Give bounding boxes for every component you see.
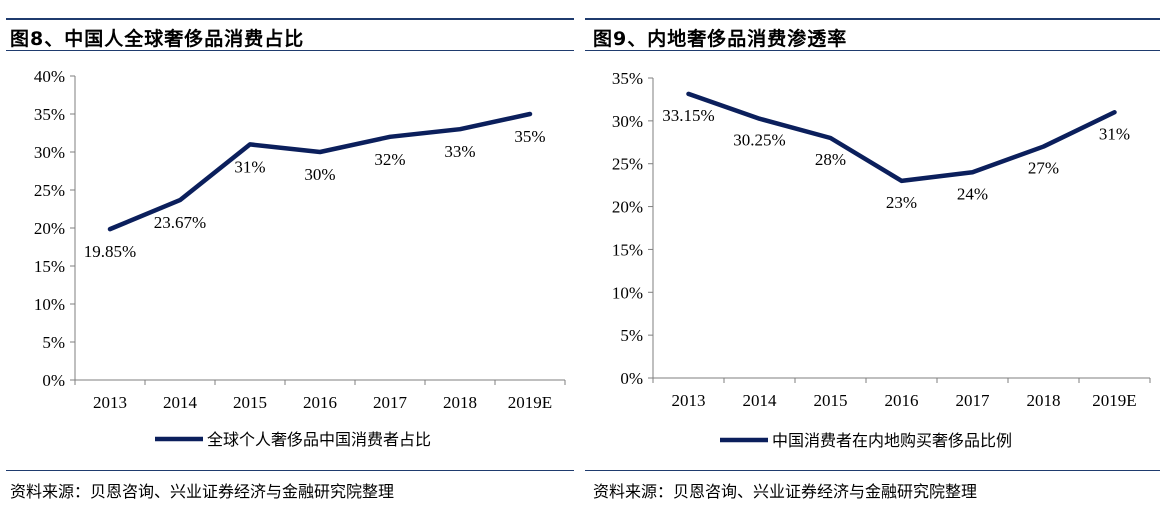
y-tick-label: 15% xyxy=(34,257,65,276)
line-chart: 0% 5% 10% 15% 20% 25% 30% 35% 40% 2013 2014 2015 201… xyxy=(34,67,566,449)
source-note: 资料来源：贝恩咨询、兴业证券经济与金融研究院整理 xyxy=(10,482,395,501)
y-tick-label: 35% xyxy=(34,105,65,124)
series-line xyxy=(686,91,1117,184)
legend-label: 中国消费者在内地购买奢侈品比例 xyxy=(772,431,1012,450)
x-tick-label: 2013 xyxy=(672,391,706,410)
x-tick-label: 2015 xyxy=(814,391,848,410)
x-tick-label: 2016 xyxy=(885,391,919,410)
x-tick-label: 2014 xyxy=(163,393,198,412)
x-tick-label: 2017 xyxy=(373,393,408,412)
y-tick-label: 15% xyxy=(612,240,643,259)
y-tick-label: 0% xyxy=(42,371,65,390)
y-tick-label: 25% xyxy=(612,155,643,174)
data-label: 28% xyxy=(815,150,846,169)
x-tick-label: 2015 xyxy=(233,393,267,412)
data-label: 24% xyxy=(957,184,988,203)
x-tick-label: 2013 xyxy=(93,393,127,412)
data-label: 23.67% xyxy=(154,213,206,232)
y-tick-label: 20% xyxy=(34,219,65,238)
data-label: 32% xyxy=(374,150,405,169)
data-label: 31% xyxy=(234,157,265,176)
x-tick-label: 2019E xyxy=(508,393,552,412)
y-tick-label: 30% xyxy=(34,143,65,162)
y-tick-label: 35% xyxy=(612,69,643,88)
y-tick-label: 40% xyxy=(34,67,65,86)
y-tick-label: 25% xyxy=(34,181,65,200)
divider xyxy=(6,470,574,471)
legend-label: 全球个人奢侈品中国消费者占比 xyxy=(207,430,431,449)
data-label: 35% xyxy=(514,127,545,146)
title-bar xyxy=(6,18,574,51)
y-tick-label: 30% xyxy=(612,112,643,131)
series-line xyxy=(107,111,533,232)
x-tick-label: 2017 xyxy=(956,391,991,410)
x-tick-label: 2018 xyxy=(443,393,477,412)
line-chart: 0% 5% 10% 15% 20% 25% 30% 35% 2013 2014 2015 2016 20… xyxy=(612,69,1151,450)
y-tick-label: 10% xyxy=(34,295,65,314)
chart-panel-left: 图8、中国人全球奢侈品消费占比 0% 5% 10% 15% 20% 25% 30% 35% 40… xyxy=(0,0,575,518)
chart-title: 图9、内地奢侈品消费渗透率 xyxy=(593,28,848,50)
chart-panel-right: 图9、内地奢侈品消费渗透率 0% 5% 10% 15% 20% 25% 30% 35% 2013… xyxy=(585,0,1167,518)
y-tick-label: 20% xyxy=(612,198,643,217)
y-tick-label: 10% xyxy=(612,283,643,302)
x-tick-label: 2018 xyxy=(1027,391,1061,410)
data-label: 27% xyxy=(1028,159,1059,178)
divider xyxy=(585,470,1160,471)
data-label: 33.15% xyxy=(662,106,714,125)
chart-title: 图8、中国人全球奢侈品消费占比 xyxy=(10,28,305,50)
y-tick-label: 5% xyxy=(42,333,65,352)
y-tick-label: 0% xyxy=(620,369,643,388)
data-label: 19.85% xyxy=(84,242,136,261)
data-label: 30.25% xyxy=(733,131,785,150)
x-tick-label: 2019E xyxy=(1092,391,1136,410)
title-bar xyxy=(585,18,1160,51)
data-label: 33% xyxy=(444,142,475,161)
y-tick-label: 5% xyxy=(620,326,643,345)
x-tick-label: 2014 xyxy=(743,391,778,410)
data-label: 23% xyxy=(886,193,917,212)
x-tick-label: 2016 xyxy=(303,393,337,412)
source-note: 资料来源：贝恩咨询、兴业证券经济与金融研究院整理 xyxy=(593,482,978,501)
data-label: 30% xyxy=(304,165,335,184)
data-label: 31% xyxy=(1099,124,1130,143)
